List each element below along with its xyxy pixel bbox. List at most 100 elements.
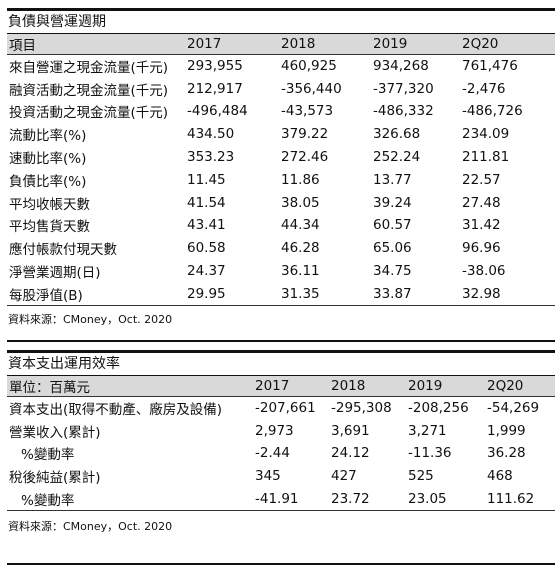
row-label: 資本支出(取得不動產、廠房及設備) — [9, 402, 223, 419]
value-cell: 41.54 — [187, 194, 226, 211]
source-note: 資料來源：CMoney，Oct. 2020 — [8, 519, 173, 533]
value-cell: -54,269 — [487, 400, 540, 417]
value-cell: 212,917 — [187, 80, 243, 97]
value-cell: -207,661 — [255, 400, 316, 417]
value-cell: 1,999 — [487, 422, 526, 439]
value-cell: 761,476 — [462, 58, 518, 75]
row-label: 稅後純益(累計) — [9, 470, 101, 487]
table-row: %變動率 -41.91 23.72 23.05 111.62 — [7, 487, 555, 511]
section-divider — [7, 340, 555, 342]
capex-efficiency-section: 資本支出運用效率 單位：百萬元 2017 2018 2019 2Q20 資本支出… — [7, 350, 555, 534]
header-cell: 項目 — [7, 34, 185, 55]
value-cell: 39.24 — [373, 194, 412, 211]
table-row: 來自營運之現金流量(千元) 293,955 460,925 934,268 761,47… — [7, 55, 555, 78]
value-cell: 29.95 — [185, 282, 279, 306]
header-cell: 單位：百萬元 — [7, 376, 253, 397]
value-cell: 525 — [408, 468, 434, 485]
table-row: 投資活動之現金流量(千元) -496,484 -43,573 -486,332 -486… — [7, 100, 555, 123]
value-cell: 36.28 — [487, 445, 526, 462]
row-label: %變動率 — [7, 487, 253, 511]
operating-cycle-section: 負債與營運週期 項目 2017 2018 2019 2Q20 來自營運之現金流量… — [7, 8, 555, 327]
value-cell: 23.72 — [329, 487, 406, 511]
value-cell: 34.75 — [373, 263, 412, 280]
row-label: 應付帳款付現天數 — [9, 242, 117, 259]
table-header-row: 單位：百萬元 2017 2018 2019 2Q20 — [7, 376, 555, 397]
value-cell: -43,573 — [281, 103, 334, 120]
row-label: 平均售貨天數 — [9, 219, 90, 236]
table-row: 平均收帳天數 41.54 38.05 39.24 27.48 — [7, 191, 555, 214]
table-row: 平均售貨天數 43.41 44.34 60.57 31.42 — [7, 214, 555, 237]
value-cell: 3,271 — [408, 422, 447, 439]
value-cell: 111.62 — [485, 487, 555, 511]
section-title: 負債與營運週期 — [7, 8, 555, 34]
value-cell: 468 — [487, 468, 513, 485]
value-cell: 272.46 — [281, 149, 329, 166]
value-cell: -496,484 — [187, 103, 248, 120]
value-cell: 60.57 — [373, 217, 412, 234]
table-row: 流動比率(%) 434.50 379.22 326.68 234.09 — [7, 123, 555, 146]
value-cell: 24.37 — [187, 263, 226, 280]
source-note: 資料來源：CMoney，Oct. 2020 — [8, 312, 173, 326]
table-row: 每股淨值(B) 29.95 31.35 33.87 32.98 — [7, 282, 555, 306]
section-title: 資本支出運用效率 — [7, 350, 555, 376]
value-cell: 32.98 — [460, 282, 555, 306]
row-label: 投資活動之現金流量(千元) — [9, 105, 169, 122]
value-cell: -486,726 — [462, 103, 523, 120]
value-cell: 427 — [331, 468, 357, 485]
value-cell: 27.48 — [462, 194, 501, 211]
value-cell: 460,925 — [281, 58, 337, 75]
table-row: 營業收入(累計) 2,973 3,691 3,271 1,999 — [7, 419, 555, 442]
value-cell: -2.44 — [255, 445, 290, 462]
header-cell: 2017 — [253, 376, 329, 397]
value-cell: 2,973 — [255, 422, 294, 439]
capex-efficiency-table: 單位：百萬元 2017 2018 2019 2Q20 資本支出(取得不動產、廠房… — [7, 376, 555, 511]
header-cell: 2Q20 — [460, 34, 555, 55]
row-label: 平均收帳天數 — [9, 196, 90, 213]
header-cell: 2019 — [406, 376, 485, 397]
value-cell: 38.05 — [281, 194, 320, 211]
value-cell: 379.22 — [281, 126, 329, 143]
header-cell: 2Q20 — [485, 376, 555, 397]
value-cell: 43.41 — [187, 217, 226, 234]
row-label: %變動率 — [21, 447, 75, 464]
value-cell: 3,691 — [331, 422, 370, 439]
table-row: 負債比率(%) 11.45 11.86 13.77 22.57 — [7, 168, 555, 191]
row-label: 速動比率(%) — [9, 151, 87, 168]
value-cell: 345 — [255, 468, 281, 485]
value-cell: -2,476 — [462, 80, 506, 97]
value-cell: 11.45 — [187, 171, 226, 188]
value-cell: 293,955 — [187, 58, 243, 75]
value-cell: 46.28 — [281, 240, 320, 257]
row-label: 流動比率(%) — [9, 128, 87, 145]
value-cell: 22.57 — [462, 171, 501, 188]
value-cell: -377,320 — [373, 80, 434, 97]
table-header-row: 項目 2017 2018 2019 2Q20 — [7, 34, 555, 55]
value-cell: 434.50 — [187, 126, 235, 143]
value-cell: -38.06 — [462, 263, 506, 280]
row-label: 負債比率(%) — [9, 173, 87, 190]
value-cell: 353.23 — [187, 149, 235, 166]
header-cell: 2018 — [279, 34, 371, 55]
header-cell: 2019 — [371, 34, 460, 55]
table-row: 應付帳款付現天數 60.58 46.28 65.06 96.96 — [7, 237, 555, 260]
row-label: 營業收入(累計) — [9, 424, 101, 441]
table-row: 稅後純益(累計) 345 427 525 468 — [7, 465, 555, 488]
value-cell: -295,308 — [331, 400, 392, 417]
value-cell: 24.12 — [331, 445, 370, 462]
value-cell: 31.42 — [462, 217, 501, 234]
table-row: %變動率 -2.44 24.12 -11.36 36.28 — [7, 442, 555, 465]
value-cell: -11.36 — [408, 445, 452, 462]
value-cell: -486,332 — [373, 103, 434, 120]
value-cell: 65.06 — [373, 240, 412, 257]
header-cell: 2018 — [329, 376, 406, 397]
value-cell: 44.34 — [281, 217, 320, 234]
value-cell: 934,268 — [373, 58, 429, 75]
value-cell: -41.91 — [253, 487, 329, 511]
value-cell: 33.87 — [371, 282, 460, 306]
row-label: 淨營業週期(日) — [9, 265, 101, 282]
value-cell: 31.35 — [279, 282, 371, 306]
table-row: 融資活動之現金流量(千元) 212,917 -356,440 -377,320 -2,4… — [7, 77, 555, 100]
value-cell: 36.11 — [281, 263, 320, 280]
value-cell: 60.58 — [187, 240, 226, 257]
value-cell: 11.86 — [281, 171, 320, 188]
